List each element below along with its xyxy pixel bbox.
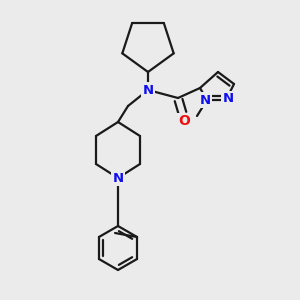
Text: N: N — [222, 92, 234, 106]
Text: N: N — [112, 172, 124, 184]
Text: N: N — [142, 83, 154, 97]
Text: O: O — [178, 114, 190, 128]
Text: N: N — [200, 94, 211, 106]
